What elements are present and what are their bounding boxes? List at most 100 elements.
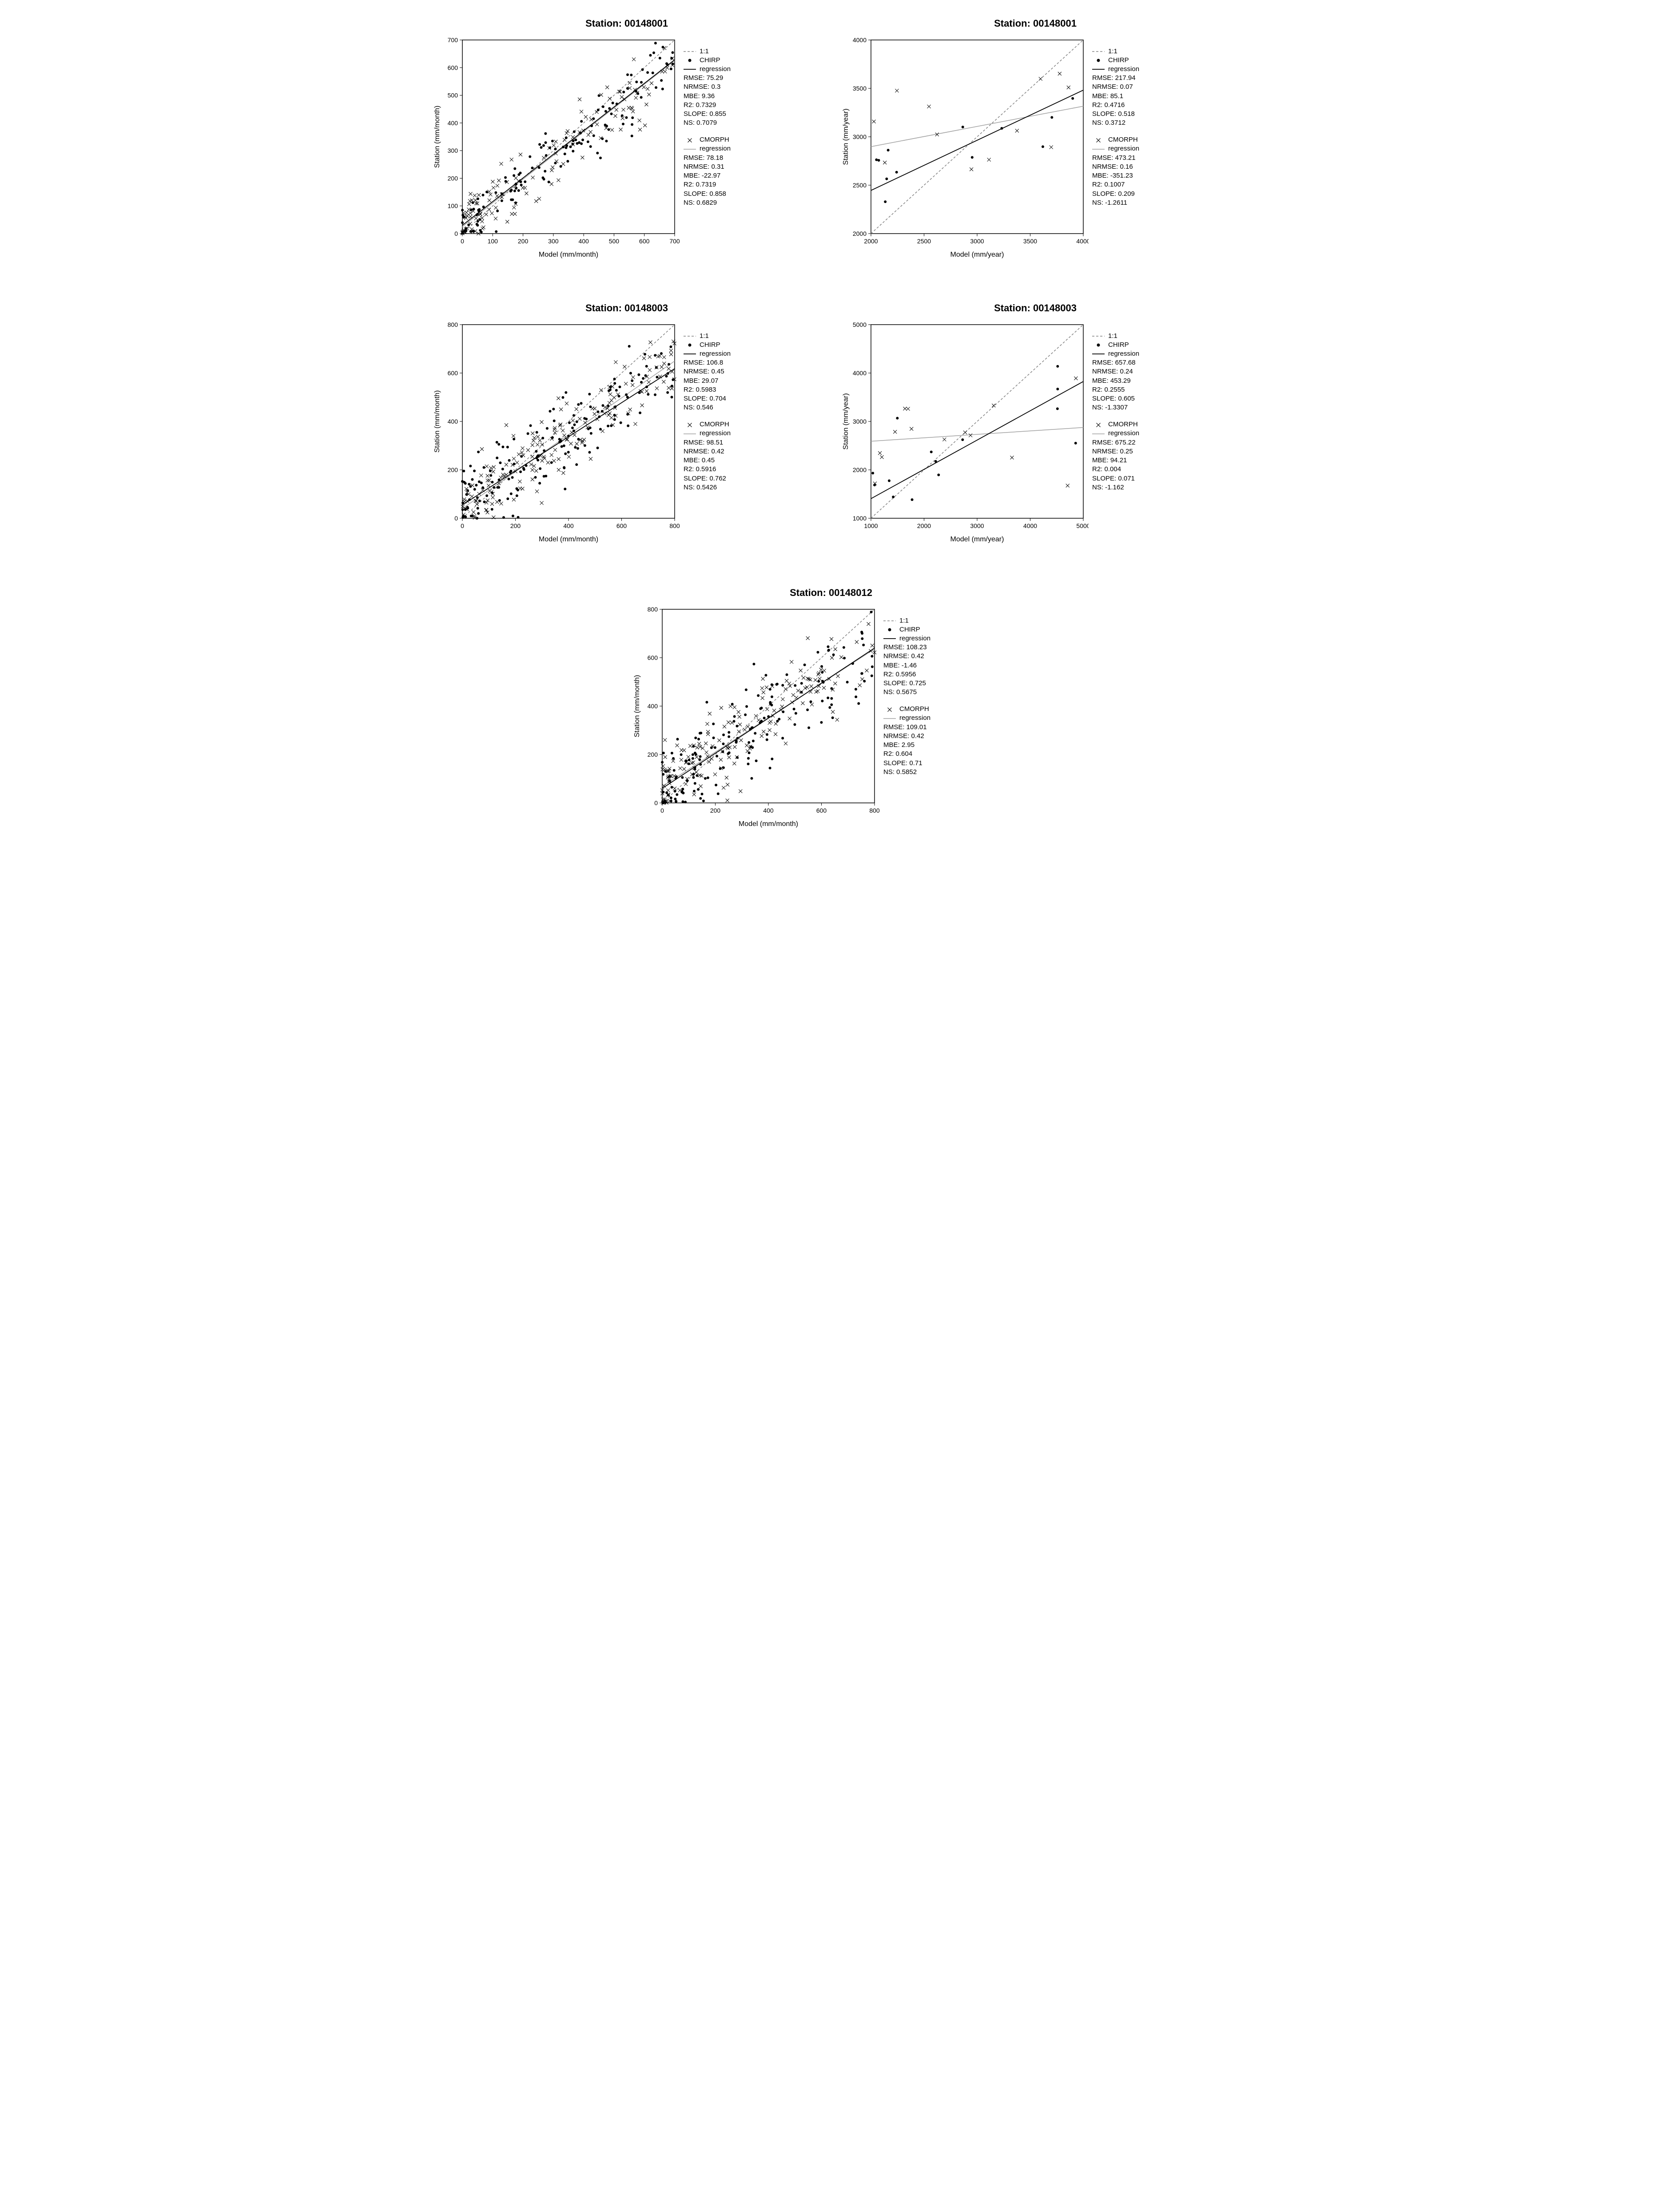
chirp-point — [693, 790, 696, 793]
svg-text:4000: 4000 — [1076, 238, 1089, 245]
chirp-point — [728, 731, 730, 734]
cmorph-point — [526, 448, 530, 452]
chirp-point — [622, 91, 625, 93]
cmorph-point — [645, 389, 648, 393]
cmorph-point — [717, 739, 721, 742]
chirp-point — [820, 721, 823, 724]
cmorph-point — [867, 622, 871, 626]
cmorph-point — [762, 691, 765, 694]
chirp-point — [781, 684, 784, 687]
chirp-point — [546, 427, 549, 430]
chirp-point — [675, 800, 677, 803]
chirp-point — [674, 790, 676, 793]
chirp-point — [694, 752, 696, 755]
chirp-point — [561, 396, 564, 399]
chirp-point — [552, 408, 555, 410]
chirp-point — [719, 767, 722, 770]
svg-text:0: 0 — [654, 799, 658, 806]
cmorph-point — [790, 701, 794, 704]
panel-title: Station: 00148001 — [994, 18, 1077, 29]
cmorph-point — [796, 689, 800, 692]
chirp-point — [482, 206, 485, 208]
panel-title: Station: 00148003 — [585, 302, 668, 314]
chirp-point — [468, 483, 470, 485]
chirp-r2-stat: R2: 0.4716 — [1092, 101, 1231, 110]
svg-text:3000: 3000 — [853, 133, 867, 140]
cmorph-point — [505, 423, 508, 427]
cmorph-point — [561, 429, 565, 432]
cmorph-point — [682, 767, 686, 771]
cmorph-key-icon — [1092, 137, 1105, 144]
chirp-point — [832, 653, 835, 656]
cmorph-point — [553, 448, 557, 452]
svg-text:3000: 3000 — [853, 418, 867, 425]
cmorph-legend-block: CMORPHregressionRMSE: 675.22NRMSE: 0.25M… — [1092, 421, 1231, 492]
chirp-point — [671, 51, 674, 54]
cmorph-nrmse-stat: NRMSE: 0.16 — [1092, 163, 1231, 171]
chirp-point — [477, 198, 479, 200]
cmorph-point — [512, 498, 516, 501]
chirp-point — [577, 438, 580, 441]
cmorph-reg-key: regression — [883, 714, 1031, 723]
cmorph-point — [582, 438, 586, 441]
chirp-point — [821, 671, 823, 674]
cmorph-point — [638, 128, 642, 131]
cmorph-point — [669, 349, 673, 352]
chirp-mbe-stat: MBE: 9.36 — [684, 92, 822, 101]
chirp-point — [735, 741, 738, 744]
cmorph-point — [667, 367, 671, 370]
chirp-legend-block: CHIRPregressionRMSE: 217.94NRMSE: 0.07MB… — [1092, 56, 1231, 128]
chirp-point — [685, 759, 688, 762]
chirp-point — [580, 143, 583, 145]
chirp-point — [579, 132, 582, 135]
cmorph-point — [1015, 129, 1019, 132]
cmorph-point — [575, 407, 578, 411]
chirp-point — [803, 663, 806, 666]
cmorph-point — [490, 502, 494, 506]
chirp-point — [702, 799, 705, 802]
svg-text:0: 0 — [454, 515, 458, 522]
cmorph-point — [684, 782, 688, 786]
chirp-point — [668, 775, 671, 778]
chirp-point — [489, 469, 492, 472]
cmorph-point — [608, 393, 612, 396]
cmorph-point — [505, 220, 509, 223]
cmorph-point — [836, 674, 840, 678]
chirp-point — [1056, 407, 1059, 410]
chirp-point — [810, 700, 812, 703]
cmorph-point — [830, 656, 834, 659]
cmorph-point — [505, 463, 508, 466]
chirp-point — [478, 500, 481, 502]
chirp-point — [610, 112, 613, 115]
cmorph-point — [1067, 86, 1070, 89]
cmorph-point — [593, 407, 596, 410]
chirp-point — [601, 410, 604, 413]
chirp-point — [464, 508, 467, 511]
cmorph-point — [607, 413, 610, 417]
cmorph-point — [696, 746, 699, 749]
chirp-point — [551, 140, 554, 143]
svg-text:300: 300 — [548, 238, 559, 245]
cmorph-point — [660, 365, 664, 369]
chirp-point — [675, 777, 677, 780]
cmorph-slope-stat: SLOPE: 0.762 — [684, 474, 822, 483]
cmorph-point — [491, 180, 494, 183]
cmorph-point — [562, 434, 566, 437]
chirp-point — [498, 499, 501, 502]
chirp-point — [662, 773, 664, 776]
chirp-point — [870, 611, 873, 613]
cmorph-point — [648, 368, 652, 372]
chirp-point — [464, 482, 467, 484]
chirp-point — [535, 450, 537, 453]
cmorph-point — [578, 417, 581, 421]
chirp-point — [722, 734, 725, 736]
one-to-one-key: 1:1 — [1092, 332, 1231, 341]
cmorph-point — [816, 673, 820, 676]
chirp-point — [752, 663, 755, 665]
chirp-point — [513, 167, 516, 170]
cmorph-point — [531, 455, 534, 458]
chirp-point — [667, 794, 670, 796]
chirp-point — [609, 389, 612, 391]
chirp-point — [755, 759, 758, 762]
cmorph-point — [551, 166, 554, 169]
